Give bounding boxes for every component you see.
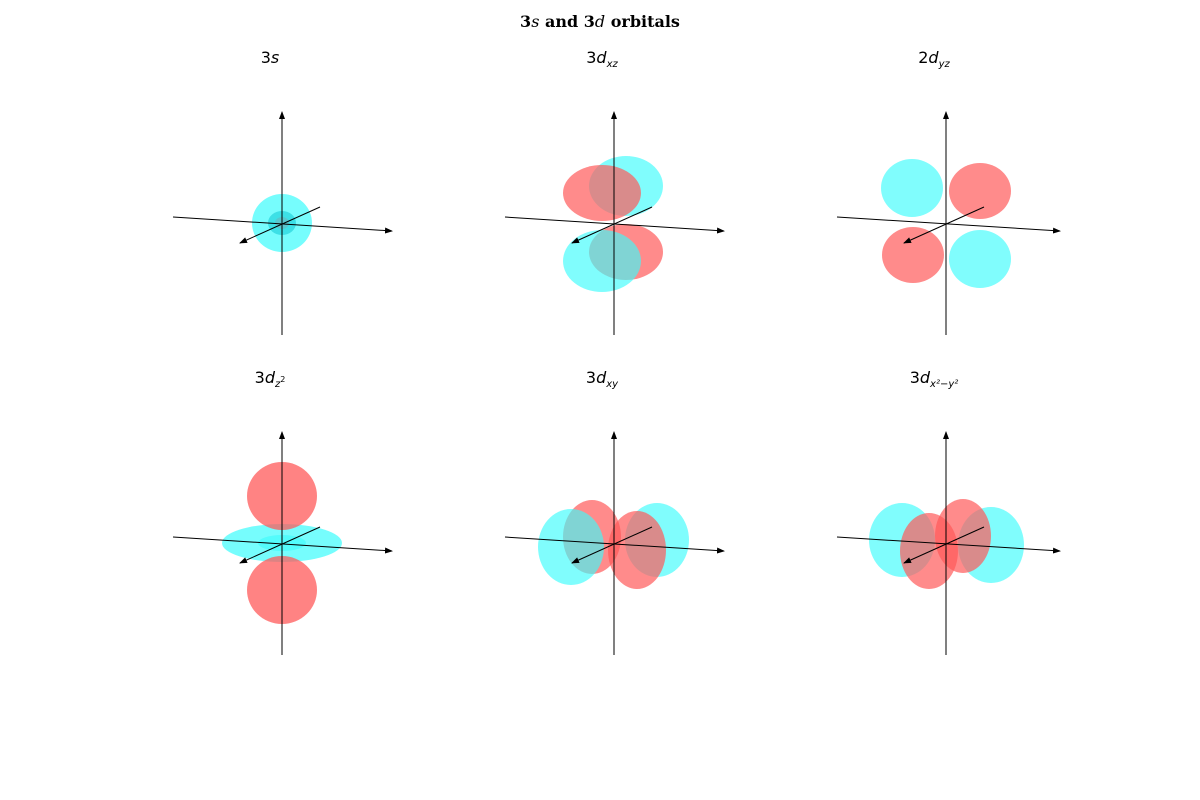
- axes-3dxy: [504, 431, 725, 655]
- x-axis: [836, 216, 1061, 234]
- title-number-2: 3: [583, 12, 595, 31]
- plot-3s: [172, 111, 393, 335]
- plot-3dz2: [172, 431, 393, 655]
- panel-title-2dyz: 2dyz: [918, 48, 950, 70]
- y-axis: [903, 526, 985, 564]
- plot-3dxz: [504, 111, 725, 335]
- panel-title-3dx2y2: 3dx²−y²: [909, 368, 959, 390]
- lobe-front-right-positive: [608, 511, 666, 589]
- title-italic-d: d: [594, 12, 606, 31]
- panel-title-3dz2: 3dz2: [254, 368, 286, 390]
- y-axis: [239, 206, 321, 244]
- x-axis: [836, 536, 1061, 554]
- axes-2dyz: [836, 111, 1061, 335]
- lobe-lower-right-negative: [949, 230, 1011, 288]
- lobe-upper-left-positive: [563, 165, 641, 221]
- title-rest: orbitals: [610, 12, 680, 31]
- plot-2dyz: [836, 111, 1061, 335]
- lobe-front-positive: [900, 513, 958, 589]
- panel-title-3dxy: 3dxy: [585, 368, 619, 390]
- lobe-upper-right-positive: [949, 163, 1011, 219]
- axes-3dxz: [504, 111, 725, 335]
- axes-3dx2y2: [836, 431, 1061, 655]
- y-axis: [571, 206, 653, 244]
- panel-title-3dxz: 3dxz: [586, 48, 618, 70]
- y-axis: [239, 526, 321, 564]
- lobe-front-left-negative: [538, 509, 604, 585]
- axes-3dz2: [172, 431, 393, 655]
- axes-3s: [172, 111, 393, 335]
- panel-title-3s: 3s: [260, 48, 280, 67]
- lobe-group-2dyz: [881, 159, 1011, 288]
- lobe-group-3dxz: [563, 156, 663, 292]
- lobe-upper-left-negative: [881, 159, 943, 217]
- title-italic-s: s: [531, 12, 540, 31]
- y-axis: [571, 526, 653, 564]
- plot-3dx2y2: [836, 431, 1061, 655]
- lobe-group-3dxy: [538, 500, 689, 589]
- lobe-lower-left-negative: [563, 230, 641, 292]
- plot-3dxy: [504, 431, 725, 655]
- y-axis: [903, 206, 985, 244]
- figure-title: 3s and 3d orbitals: [0, 12, 1200, 31]
- title-and: and: [544, 12, 579, 31]
- title-number: 3: [520, 12, 532, 31]
- lobe-lower-left-positive: [882, 227, 944, 283]
